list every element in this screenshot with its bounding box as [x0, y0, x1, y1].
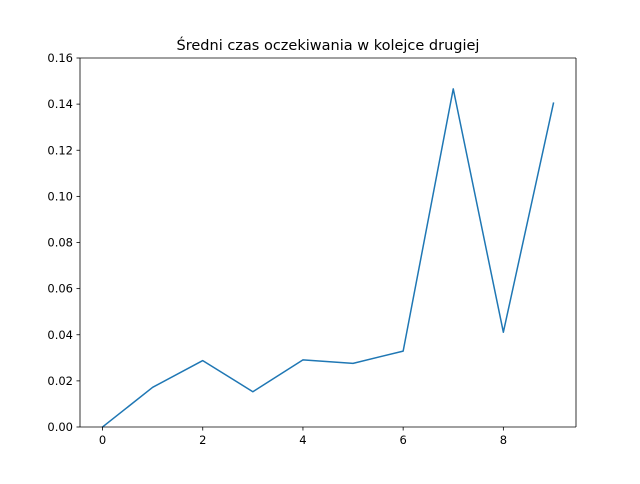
y-tick-label: 0.12: [47, 143, 73, 157]
y-tick-label: 0.02: [47, 374, 73, 388]
x-tick-label: 6: [399, 433, 406, 447]
chart-title: Średni czas oczekiwania w kolejce drugie…: [177, 36, 480, 54]
y-tick-label: 0.10: [47, 189, 73, 203]
y-tick-label: 0.04: [47, 328, 73, 342]
x-tick-label: 0: [99, 433, 106, 447]
x-tick-label: 8: [500, 433, 507, 447]
x-tick-label: 4: [299, 433, 306, 447]
series-line-0: [101, 88, 555, 429]
y-tick-label: 0.00: [47, 420, 73, 434]
y-tick-label: 0.16: [47, 51, 73, 65]
plot-area: 0 2 4 6 8 0.00 0.02 0.04 0.06 0.08 0.10 0.12 0.14 0.1…: [47, 51, 577, 447]
y-tick-label: 0.08: [47, 236, 73, 250]
x-tick-label: 2: [199, 433, 206, 447]
y-tick-label: 0.14: [47, 97, 73, 111]
y-tick-label: 0.06: [47, 282, 73, 296]
